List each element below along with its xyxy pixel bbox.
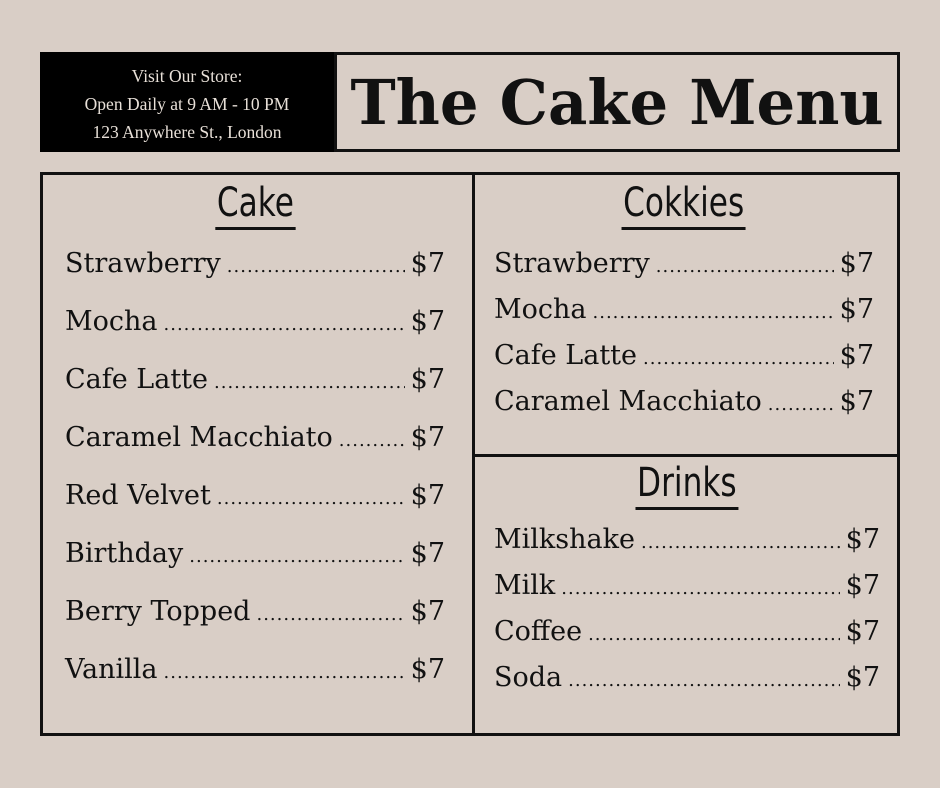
dot-leader	[164, 662, 405, 683]
item-price: $7	[410, 248, 445, 279]
item-name: Mocha	[65, 306, 158, 337]
dot-leader	[339, 430, 405, 451]
menu-item: Caramel Macchiato $7	[65, 422, 445, 480]
item-name: Cafe Latte	[494, 340, 638, 371]
horizontal-divider	[475, 454, 897, 457]
menu-item: Caramel Macchiato $7	[494, 386, 874, 432]
item-price: $7	[839, 340, 874, 371]
dot-leader	[217, 488, 405, 509]
item-name: Cafe Latte	[65, 364, 209, 395]
menu-item: Mocha $7	[65, 306, 445, 364]
store-hours: Open Daily at 9 AM - 10 PM	[84, 94, 290, 114]
section-heading: Cokkies	[494, 179, 874, 230]
section-heading: Cake	[65, 179, 445, 230]
item-name: Strawberry	[494, 248, 650, 279]
item-name: Milk	[494, 570, 556, 601]
dot-leader	[227, 256, 405, 277]
item-price: $7	[839, 248, 874, 279]
menu-item: Berry Topped $7	[65, 596, 445, 654]
title-box: The Cake Menu	[334, 52, 900, 152]
item-name: Vanilla	[65, 654, 158, 685]
dot-leader	[164, 314, 405, 335]
item-name: Mocha	[494, 294, 587, 325]
item-price: $7	[410, 364, 445, 395]
cookies-heading: Cokkies	[621, 179, 747, 230]
menu-item: Cafe Latte $7	[65, 364, 445, 422]
cake-heading: Cake	[214, 179, 296, 230]
dot-leader	[588, 624, 840, 645]
item-name: Birthday	[65, 538, 184, 569]
menu-item: Vanilla $7	[65, 654, 445, 712]
store-info: Visit Our Store: Open Daily at 9 AM - 10…	[40, 52, 334, 152]
menu-item: Soda $7	[494, 662, 880, 708]
dot-leader	[641, 532, 840, 553]
item-name: Coffee	[494, 616, 583, 647]
store-info-heading: Visit Our Store:	[131, 66, 243, 86]
item-price: $7	[845, 662, 880, 693]
menu-item: Milkshake $7	[494, 524, 880, 570]
dot-leader	[561, 578, 839, 599]
item-price: $7	[839, 294, 874, 325]
item-name: Caramel Macchiato	[494, 386, 762, 417]
item-price: $7	[839, 386, 874, 417]
dot-leader	[656, 256, 834, 277]
store-address: 123 Anywhere St., London	[92, 122, 282, 142]
dot-leader	[593, 302, 834, 323]
drinks-section: Drinks Milkshake $7 Milk $7 Coffee $7 Soda $7	[494, 459, 880, 708]
item-price: $7	[845, 524, 880, 555]
dot-leader	[643, 348, 834, 369]
menu-item: Cafe Latte $7	[494, 340, 874, 386]
item-price: $7	[410, 538, 445, 569]
vertical-divider	[472, 175, 475, 733]
item-price: $7	[845, 616, 880, 647]
item-name: Caramel Macchiato	[65, 422, 333, 453]
menu-item: Strawberry $7	[494, 248, 874, 294]
item-name: Strawberry	[65, 248, 221, 279]
page-title: The Cake Menu	[350, 65, 884, 139]
menu-item: Milk $7	[494, 570, 880, 616]
menu-item: Mocha $7	[494, 294, 874, 340]
dot-leader	[768, 394, 834, 415]
menu-item: Coffee $7	[494, 616, 880, 662]
item-name: Berry Topped	[65, 596, 251, 627]
item-price: $7	[410, 306, 445, 337]
dot-leader	[568, 670, 840, 691]
item-price: $7	[410, 480, 445, 511]
item-name: Milkshake	[494, 524, 635, 555]
item-name: Red Velvet	[65, 480, 211, 511]
menu-item: Birthday $7	[65, 538, 445, 596]
item-price: $7	[845, 570, 880, 601]
section-heading: Drinks	[494, 459, 880, 510]
item-price: $7	[410, 654, 445, 685]
item-price: $7	[410, 596, 445, 627]
item-price: $7	[410, 422, 445, 453]
dot-leader	[189, 546, 404, 567]
item-name: Soda	[494, 662, 563, 693]
dot-leader	[214, 372, 405, 393]
dot-leader	[256, 604, 404, 625]
drinks-heading: Drinks	[635, 459, 739, 510]
menu-item: Red Velvet $7	[65, 480, 445, 538]
menu-item: Strawberry $7	[65, 248, 445, 306]
